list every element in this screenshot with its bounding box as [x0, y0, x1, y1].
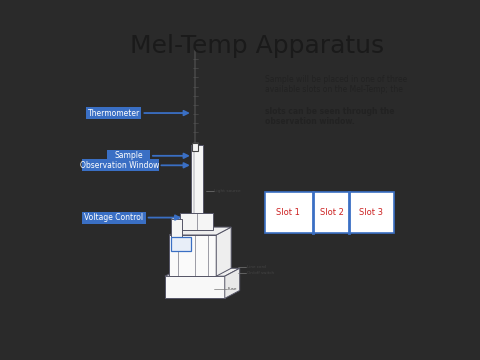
FancyBboxPatch shape: [82, 212, 146, 224]
Polygon shape: [169, 235, 216, 276]
Text: Light source: Light source: [214, 189, 241, 193]
Text: Voltage Control: Voltage Control: [84, 213, 143, 222]
Bar: [192, 143, 198, 151]
Bar: [171, 237, 191, 251]
Ellipse shape: [171, 217, 182, 221]
FancyBboxPatch shape: [108, 150, 150, 162]
FancyBboxPatch shape: [82, 159, 158, 171]
FancyBboxPatch shape: [86, 107, 142, 119]
Polygon shape: [169, 227, 231, 235]
Bar: [191, 145, 203, 230]
Text: Line cord: Line cord: [247, 265, 265, 269]
Bar: [265, 192, 394, 233]
Text: Sample will be placed in one of three
available slots on the Mel-Temp; the: Sample will be placed in one of three av…: [265, 75, 408, 94]
Text: Slot 3: Slot 3: [359, 208, 383, 217]
Bar: [180, 213, 213, 230]
Text: Slot 1: Slot 1: [276, 208, 300, 217]
Polygon shape: [225, 268, 240, 298]
Bar: [265, 192, 394, 233]
Text: Thermometer: Thermometer: [87, 109, 140, 117]
Polygon shape: [216, 227, 231, 276]
Text: On/off switch: On/off switch: [247, 271, 274, 275]
Text: Mel-Temp Apparatus: Mel-Temp Apparatus: [130, 34, 384, 58]
Text: Fuse: Fuse: [228, 287, 237, 291]
Bar: [171, 219, 182, 241]
Text: Sample: Sample: [114, 151, 143, 160]
Polygon shape: [165, 276, 225, 298]
Text: Slot 2: Slot 2: [320, 208, 344, 217]
Text: slots can be seen through the
observation window.: slots can be seen through the observatio…: [265, 107, 395, 126]
Text: Observation Window: Observation Window: [81, 161, 160, 170]
Polygon shape: [165, 268, 240, 276]
